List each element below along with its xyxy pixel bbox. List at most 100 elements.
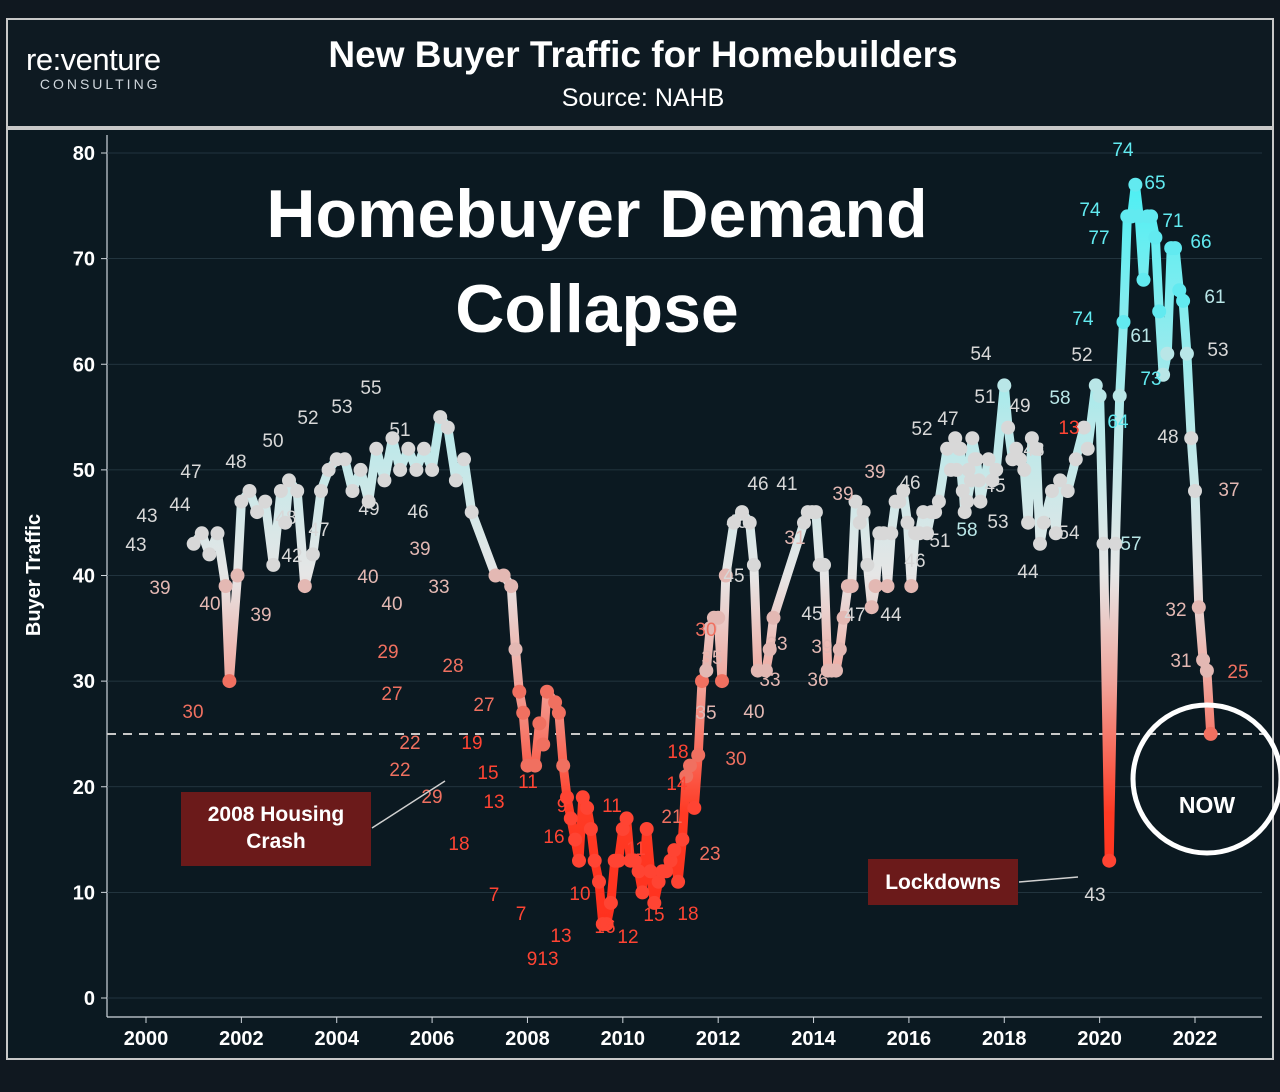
data-point (904, 579, 919, 594)
data-point (679, 769, 694, 784)
data-label: 27 (381, 684, 402, 705)
data-label: 15 (477, 763, 498, 784)
lockdowns-annotation-box (868, 859, 1018, 905)
data-point (635, 885, 650, 900)
x-tick-label: 2010 (601, 1028, 646, 1050)
data-point (647, 895, 662, 910)
data-point (250, 505, 265, 520)
data-point (832, 642, 847, 657)
data-point (860, 557, 875, 572)
data-point (194, 526, 209, 541)
data-point (401, 441, 416, 456)
data-label: 65 (1144, 173, 1165, 194)
data-label: 22 (389, 760, 410, 781)
data-label: 22 (399, 733, 420, 754)
chart-subtitle: Source: NAHB (561, 84, 725, 112)
data-label: 52 (911, 419, 932, 440)
data-label: 30 (182, 702, 203, 723)
data-point (683, 758, 697, 773)
data-label: 13 (1058, 418, 1079, 439)
data-point (345, 484, 360, 498)
y-axis-label: Buyer Traffic (23, 514, 45, 636)
data-point (1092, 388, 1107, 403)
data-point (659, 864, 674, 879)
y-tick-label: 80 (73, 143, 95, 165)
data-point (957, 505, 972, 520)
x-tick-label: 2012 (696, 1028, 741, 1050)
data-point (808, 505, 823, 520)
data-point (273, 484, 288, 498)
data-point (1001, 420, 1016, 435)
data-label: 74 (1072, 309, 1094, 330)
data-point (1024, 431, 1039, 446)
data-point (433, 410, 448, 425)
headline-line: Collapse (455, 271, 738, 347)
data-label: 46 (726, 512, 747, 533)
data-point (361, 494, 376, 509)
data-label: 30 (695, 620, 716, 641)
data-point (703, 621, 718, 636)
data-point (512, 684, 527, 699)
data-point (955, 484, 970, 498)
data-point (1156, 367, 1171, 382)
data-point (409, 462, 424, 477)
y-tick-label: 20 (73, 777, 95, 799)
data-point (667, 843, 682, 858)
data-point (675, 832, 690, 847)
data-label: 16 (594, 917, 615, 938)
chart-title: New Buyer Traffic for Homebuilders (328, 34, 958, 75)
logo-sub: CONSULTING (39, 76, 161, 92)
data-label: 13 (537, 949, 558, 970)
data-point (568, 832, 583, 847)
data-label: 54 (1058, 523, 1080, 544)
x-tick-label: 2020 (1077, 1028, 1122, 1050)
data-point (896, 484, 911, 498)
data-point (258, 494, 273, 509)
data-point (583, 822, 598, 836)
data-point (560, 790, 574, 805)
data-point (972, 473, 986, 488)
data-point (726, 515, 741, 530)
data-label: 50 (262, 431, 283, 452)
data-label: 21 (661, 807, 682, 828)
data-label: 53 (331, 397, 352, 418)
data-point (1045, 484, 1059, 498)
data-label: 28 (442, 656, 463, 677)
data-label: 73 (1140, 369, 1161, 390)
data-point (1184, 431, 1199, 446)
data-point (508, 642, 523, 657)
data-label: 32 (1165, 600, 1186, 621)
data-point (691, 748, 706, 763)
y-tick-label: 60 (73, 354, 95, 376)
data-label: 9 (557, 796, 568, 817)
data-point (1009, 441, 1024, 456)
x-tick-label: 2000 (124, 1028, 169, 1050)
data-point (1203, 726, 1218, 741)
data-label: 58 (1049, 388, 1070, 409)
data-label: 40 (357, 567, 378, 588)
data-label: 74 (1112, 140, 1134, 161)
data-label: 35 (695, 703, 716, 724)
data-label: 39 (864, 462, 885, 483)
data-label: 29 (377, 642, 398, 663)
data-point (242, 484, 257, 498)
data-label: 36 (807, 670, 828, 691)
data-label: 10 (569, 884, 590, 905)
data-point (695, 674, 709, 689)
data-label: 48 (275, 508, 296, 529)
data-label: 45 (801, 604, 822, 625)
y-tick-label: 40 (73, 566, 95, 588)
data-point (711, 610, 726, 625)
data-label: 44 (169, 495, 191, 516)
data-point (1196, 653, 1211, 667)
data-point (218, 579, 233, 594)
data-label: 11 (518, 772, 538, 793)
data-label: 52 (1071, 345, 1092, 366)
data-point (817, 557, 831, 572)
data-point (1036, 515, 1051, 530)
data-point (385, 431, 400, 446)
data-point (1148, 230, 1163, 245)
data-label: 41 (776, 474, 797, 495)
data-label: 11 (602, 796, 622, 817)
